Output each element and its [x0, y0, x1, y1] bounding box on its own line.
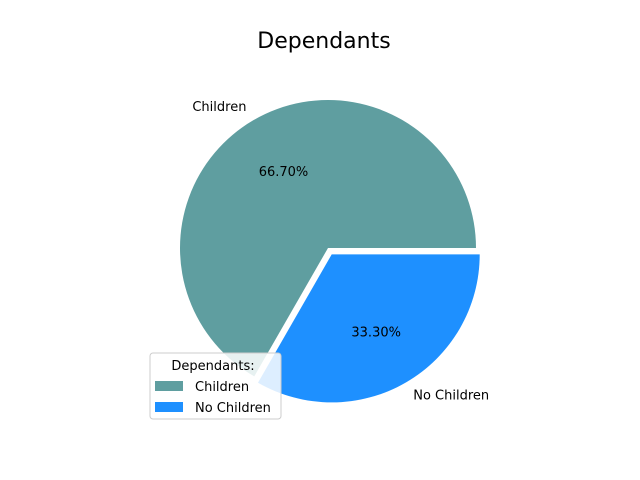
percentage-labels: 66.70% 33.30% [259, 165, 401, 340]
legend-label-no-children: No Children [195, 401, 271, 416]
slice-label-children: Children [192, 100, 246, 115]
chart-title: Dependants [257, 29, 390, 54]
pie-slice-no-children [257, 254, 480, 403]
pie-slices [180, 100, 480, 403]
slice-percent-children: 66.70% [259, 165, 309, 180]
legend-title: Dependants: [171, 359, 254, 374]
legend-swatch-children [155, 381, 183, 391]
slice-label-no-children: No Children [413, 388, 489, 403]
legend: Dependants: Children No Children [149, 352, 282, 420]
slice-percent-no-children: 33.30% [351, 325, 401, 340]
pie-slice-children [180, 100, 477, 377]
legend-swatch-no-children [155, 402, 183, 412]
slice-labels: Children No Children [192, 100, 489, 403]
legend-label-children: Children [195, 380, 249, 395]
